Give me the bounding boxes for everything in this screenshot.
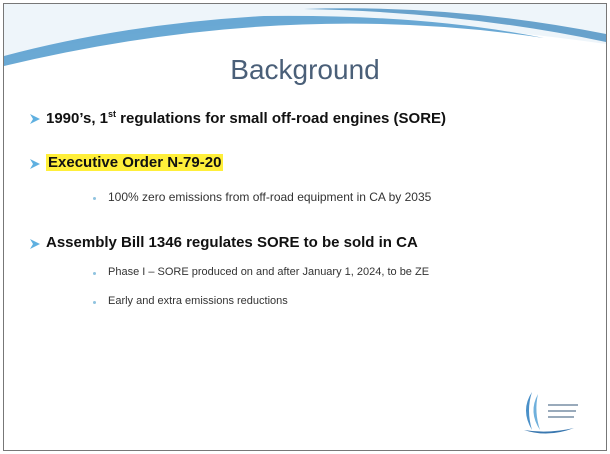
sub-bullet: 100% zero emissions from off-road equipm… (108, 190, 432, 204)
highlighted-text: Executive Order N-79-20 (46, 154, 224, 171)
bullet-text: regulations for small off-road engines (… (116, 110, 447, 127)
bullet-arrow (30, 239, 40, 249)
sub-bullet: Early and extra emissions reductions (108, 295, 288, 307)
bullet-arrow (30, 114, 40, 124)
bullet-text: 1990’s, 1 (46, 110, 108, 127)
slide-title: Background (230, 54, 380, 85)
header-swoosh (4, 4, 606, 66)
sub-bullet: Phase I – SORE produced on and after Jan… (108, 266, 430, 278)
sub-bullet-dot (93, 301, 96, 304)
logo (524, 392, 578, 434)
bullet: Executive Order N-79-20 (46, 154, 224, 171)
bullet: Assembly Bill 1346 regulates SORE to be … (46, 234, 418, 251)
bullet-arrow (30, 159, 40, 169)
superscript: st (108, 109, 117, 119)
sub-bullet-dot (93, 197, 96, 200)
slide: Background 1990’s, 1st regulations for s… (3, 3, 607, 451)
sub-bullet-dot (93, 272, 96, 275)
bullet: 1990’s, 1st regulations for small off-ro… (46, 109, 446, 127)
